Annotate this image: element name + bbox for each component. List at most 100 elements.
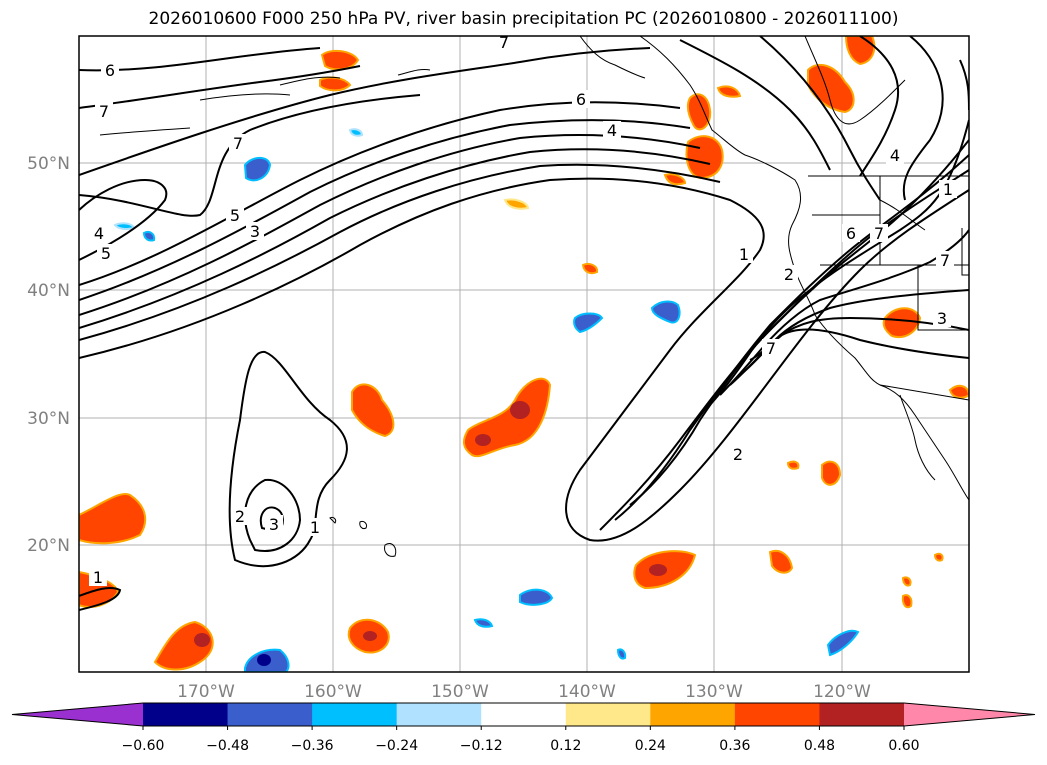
contour-label: 4 [890,146,900,165]
colorbar-tick-label: 0.60 [888,738,919,754]
pv-contours [79,36,969,611]
precip-core [475,434,491,446]
colorbar-tick-label: −0.60 [122,738,165,754]
contour-label: 4 [607,121,617,140]
pv-contour [79,163,721,341]
contour-label: 7 [874,224,884,243]
precip-blob-positive [79,493,147,545]
colorbar-segment [143,703,229,726]
contour-label: 1 [739,245,749,264]
colorbar-segment [650,703,736,726]
precip-core [363,631,377,641]
precip-blob-negative [519,588,554,606]
map-area [79,36,969,672]
colorbar-segment [396,703,482,726]
contour-label: 7 [233,134,243,153]
precip-blob-negative [826,629,860,657]
precip-core [194,633,210,647]
precip-blob-positive [948,384,969,399]
pv-contour [79,47,321,72]
colorbar-tick-label: 0.12 [550,738,581,754]
lat-label: 20°N [27,536,70,556]
colorbar-segment [312,703,398,726]
lon-label: 130°W [685,682,743,702]
contour-label: 6 [105,61,115,80]
colorbar-segment [819,703,905,726]
colorbar-segment [481,703,567,726]
contour-labels: 6 7 7 7 6 4 5 3 4 5 1 2 6 7 [89,33,957,587]
precip-blob-negative [113,222,136,230]
contour-label: 1 [943,180,953,199]
precip-blob-positive [320,49,360,71]
precip-blob-positive [821,460,842,486]
lon-label: 160°W [304,682,362,702]
lon-axis: 170°W 160°W 150°W 140°W 130°W 120°W [177,682,871,702]
pv-contour [859,36,900,177]
colorbar-extend-high [904,703,1035,726]
pv-contour [79,177,969,542]
lat-axis: 50°N 40°N 30°N 20°N [27,154,70,556]
precip-core [510,401,530,419]
pv-contour [79,134,701,316]
contour-label: 4 [94,224,104,243]
colorbar-tick-label: −0.48 [206,738,249,754]
precip-blob-positive [901,594,913,609]
precip-blob-negative [243,156,272,182]
contour-label: 2 [235,507,245,526]
colorbar-segment [565,703,651,726]
precip-blob-negative [348,128,364,137]
pv-contour [759,36,881,201]
map-border [78,35,970,673]
precip-blob-positive [933,552,944,562]
colorbar-extend-low [12,703,143,726]
pv-contour [79,148,711,329]
pv-contour [679,39,831,171]
colorbar-tick-label: 0.36 [719,738,750,754]
precip-core-negative [257,654,271,666]
precip-blob-positive [901,576,912,587]
precip-blob-negative [473,618,494,628]
contour-label: 7 [99,102,109,121]
precip-blob-negative [142,230,156,242]
contour-label: 1 [310,518,320,537]
lat-label: 30°N [27,409,70,429]
contour-label: 6 [576,90,586,109]
precip-blob-positive [786,460,800,470]
map-title: 2026010600 F000 250 hPa PV, river basin … [148,9,899,29]
contour-label: 7 [499,33,509,52]
precip-blob-positive [351,383,395,438]
pv-contour [79,47,651,176]
contour-label: 3 [250,222,260,241]
lon-label: 140°W [558,682,616,702]
colorbar-tick-label: 0.48 [804,738,835,754]
colorbar-segment [734,703,820,726]
pv-contour [244,478,302,552]
precip-blob-positive [686,93,712,131]
precip-blob-negative [650,300,681,324]
pv-contour [902,36,944,201]
pv-contour [79,178,168,261]
pv-contour [614,154,969,521]
lon-label: 150°W [431,682,489,702]
lon-label: 170°W [177,682,235,702]
contour-label: 3 [937,309,947,328]
lon-label: 120°W [813,682,871,702]
contour-label: 5 [101,244,111,263]
pv-contour [704,119,969,411]
colorbar-tick-label: 0.24 [635,738,666,754]
precip-shading [79,36,969,672]
contour-label: 2 [733,445,743,464]
contour-label: 5 [230,206,240,225]
colorbar-segment [227,703,313,726]
contour-label: 1 [93,568,103,587]
precip-blob-positive [685,135,724,180]
lat-label: 50°N [27,154,70,174]
pv-contour [79,586,122,611]
precip-blob-positive [503,198,530,210]
contour-label: 7 [940,251,950,270]
precip-blob-positive [768,549,794,574]
contour-label: 7 [766,339,776,358]
contour-label: 3 [269,515,279,534]
precip-blob-positive [882,307,922,338]
